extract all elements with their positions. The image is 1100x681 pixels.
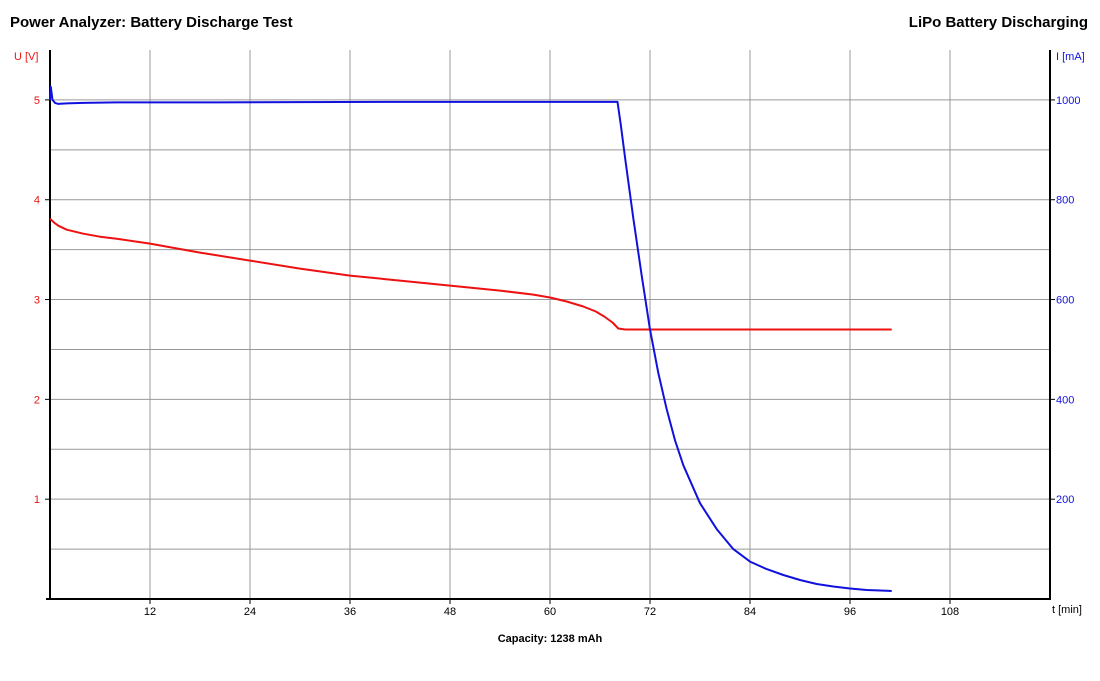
y-right-tick-label: 800 <box>1056 195 1074 207</box>
y-right-tick-label: 1000 <box>1056 95 1080 107</box>
capacity-label: Capacity: 1238 mAh <box>497 633 603 645</box>
y-right-tick-label: 600 <box>1056 295 1074 307</box>
voltage-series-line <box>49 217 892 331</box>
current-series-line <box>49 85 892 592</box>
x-tick-label: 36 <box>344 606 356 618</box>
y-right-tick-label: 400 <box>1056 394 1074 406</box>
x-tick-label: 60 <box>544 606 556 618</box>
x-tick-label: 48 <box>444 606 456 618</box>
y-left-axis-label: U [V] <box>14 51 38 63</box>
y-left-tick-label: 5 <box>34 95 40 107</box>
axes <box>45 50 1055 604</box>
tick-labels: 12 24 36 48 60 72 84 96 108123452004006008001000… <box>14 51 1085 618</box>
grid <box>50 50 1050 599</box>
chart-title: Power Analyzer: Battery Discharge Test <box>10 14 293 31</box>
x-tick-label: 12 <box>144 606 156 618</box>
x-tick-label: 24 <box>244 606 256 618</box>
chart-subtitle: LiPo Battery Discharging <box>908 14 1088 31</box>
y-right-axis-label: I [mA] <box>1056 51 1085 63</box>
y-left-tick-label: 3 <box>34 295 40 307</box>
x-tick-label: 96 <box>844 606 856 618</box>
y-left-tick-label: 2 <box>34 394 40 406</box>
series-lines <box>49 85 892 592</box>
x-tick-label: 108 <box>941 606 959 618</box>
x-axis-label: t [min] <box>1052 604 1082 616</box>
x-tick-label: 84 <box>744 606 756 618</box>
y-left-tick-label: 1 <box>34 494 40 506</box>
y-left-tick-label: 4 <box>34 195 40 207</box>
y-right-tick-label: 200 <box>1056 494 1074 506</box>
x-tick-label: 72 <box>644 606 656 618</box>
